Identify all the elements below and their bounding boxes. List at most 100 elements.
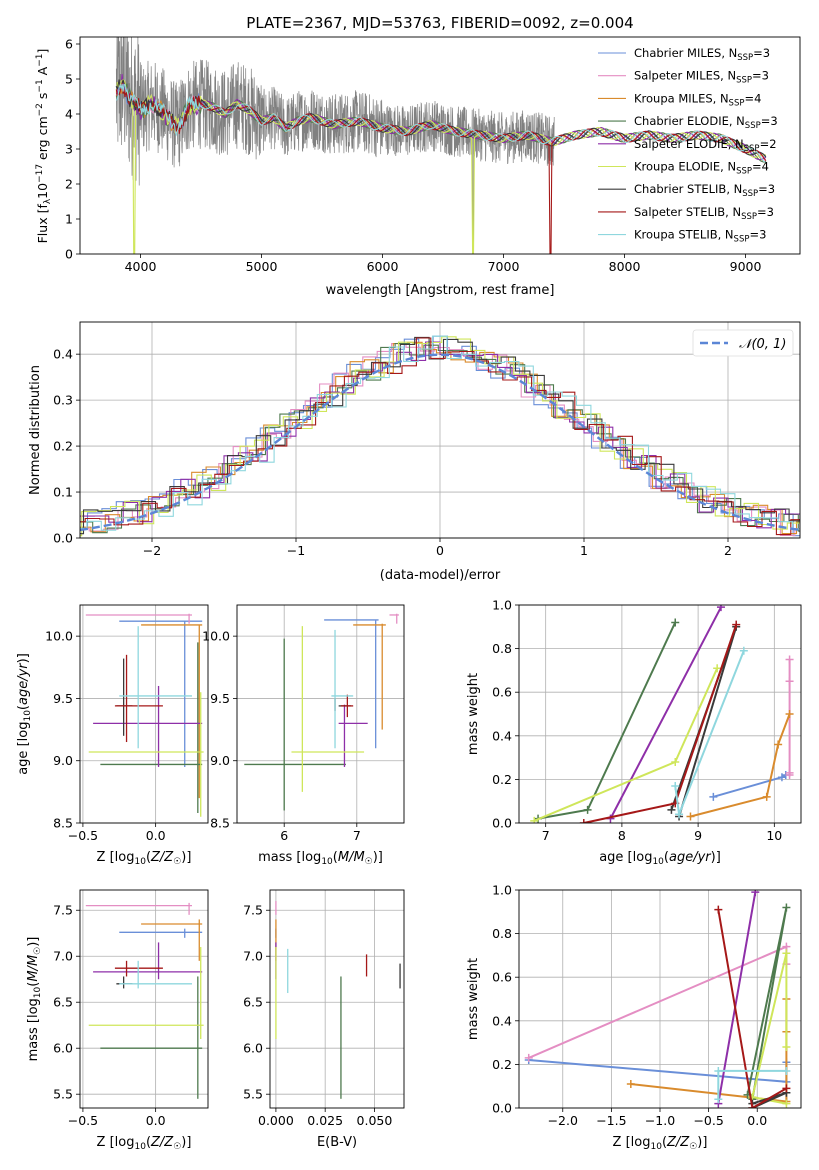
- y-tick-label: 0.4: [492, 1013, 512, 1028]
- marker: [714, 1095, 723, 1104]
- weight-line-5: [609, 606, 722, 820]
- legend-entry: Salpeter MILES, NSSP=3: [634, 69, 769, 86]
- y-tick-label: 0.3: [53, 393, 73, 408]
- histogram-6: [80, 336, 800, 537]
- data-point-8: [340, 694, 354, 718]
- histogram-7: [80, 336, 800, 535]
- marker: [671, 781, 680, 790]
- data-point-6: [291, 626, 365, 792]
- y-tick-label: 0.6: [492, 685, 512, 700]
- data-point-5: [93, 685, 203, 767]
- marker: [714, 1066, 723, 1075]
- marker: [709, 792, 718, 801]
- axes-frame: [79, 36, 801, 255]
- y-tick-label: 0.6: [492, 970, 512, 985]
- x-tick-label: 5000: [246, 259, 278, 274]
- y-tick-label: 1.0: [492, 883, 512, 898]
- data-point-3: [353, 623, 386, 730]
- y-axis-label: mass weight: [466, 673, 481, 755]
- y-tick-label: 10.0: [45, 629, 73, 644]
- marker: [714, 905, 723, 914]
- histogram-plot: [80, 335, 800, 537]
- data-point-5: [93, 942, 203, 980]
- y-tick-label: 5.5: [53, 1087, 73, 1102]
- x-tick-label: 10: [766, 828, 782, 843]
- y-tick-label: 0.8: [492, 926, 512, 941]
- y-tick-label: 6: [65, 37, 73, 52]
- x-axis-label: Z [log10(Z/Z☉)]: [97, 1135, 192, 1152]
- marker: [748, 1104, 757, 1108]
- y-tick-label: 0.8: [492, 641, 512, 656]
- y-axis-label: age [log10(age/yr)]: [16, 653, 33, 775]
- x-tick-label: −1: [287, 543, 305, 558]
- x-tick-label: 7: [353, 828, 361, 843]
- y-tick-label: 9.0: [53, 753, 73, 768]
- x-axis-label: wavelength [Angstrom, rest frame]: [326, 283, 555, 298]
- weight-line-1: [713, 774, 787, 798]
- data-point-2: [85, 613, 192, 624]
- x-tick-label: −0.5: [68, 828, 98, 843]
- y-tick-label: 6.0: [243, 1041, 263, 1056]
- weight-plot: [530, 605, 794, 823]
- data-point-6: [88, 947, 204, 1040]
- data-point-2: [85, 902, 192, 915]
- marker: [671, 757, 680, 766]
- legend-box: [692, 329, 794, 357]
- panel-6: −0.5 0.0 5.5 6.0 6.5 7.0 7.5 Z [log10(Z/Z☉)] mas…: [26, 889, 209, 1152]
- y-tick-label: 6.0: [53, 1041, 73, 1056]
- y-tick-label: 3: [65, 142, 73, 157]
- x-tick-label: −2.0: [548, 1113, 578, 1128]
- chart-title: PLATE=2367, MJD=53763, FIBERID=0092, z=0…: [246, 14, 633, 32]
- y-axis-label: Normed distribution: [28, 365, 43, 495]
- x-tick-label: 8: [618, 828, 626, 843]
- errorbar-plot: [85, 902, 204, 1099]
- y-tick-label: 0.2: [492, 772, 512, 787]
- model-fit-9: [115, 83, 767, 164]
- x-axis-label: (data-model)/error: [380, 568, 501, 583]
- axes-frame: [79, 321, 801, 539]
- x-tick-label: 6000: [367, 259, 399, 274]
- y-tick-label: 0.1: [53, 485, 73, 500]
- y-tick-label: 0.2: [492, 1057, 512, 1072]
- marker: [524, 1053, 533, 1062]
- data-point-9: [119, 960, 192, 989]
- weight-line-3: [690, 713, 791, 818]
- marker: [782, 1066, 791, 1075]
- weight-line-5: [717, 892, 757, 1104]
- x-tick-label: 9000: [730, 259, 762, 274]
- marker: [739, 646, 748, 655]
- model-fit-5: [115, 74, 767, 161]
- data-point-3: [141, 624, 203, 799]
- data-point-7: [116, 658, 133, 736]
- x-tick-label: 0.0: [747, 1113, 767, 1128]
- marker: [732, 620, 741, 629]
- weight-line-2: [528, 945, 788, 1059]
- x-tick-label: −0.5: [68, 1113, 98, 1128]
- panel-8: −2.0 −1.5 −1.0 −0.5 0.0 0.0 0.2 0.4 0.6 0.8 1.0 Z […: [466, 883, 802, 1152]
- model-fit-8: [115, 82, 767, 254]
- data-point-4: [100, 976, 203, 1099]
- x-axis-label: age [log10(age/yr)]: [599, 850, 721, 867]
- marker: [667, 805, 676, 814]
- marker: [785, 710, 794, 718]
- histogram-9: [80, 335, 800, 531]
- histogram-4: [80, 342, 800, 534]
- data-point-1: [119, 928, 203, 938]
- x-tick-label: 8000: [609, 259, 641, 274]
- marker: [762, 792, 771, 801]
- axes-frame: [269, 889, 405, 1109]
- x-tick-label: 7000: [488, 259, 520, 274]
- x-tick-label: −2: [143, 543, 161, 558]
- marker: [579, 819, 588, 823]
- y-tick-label: 1.0: [492, 598, 512, 613]
- normal-curve: [80, 353, 800, 532]
- data-point-6: [88, 692, 204, 817]
- histogram-1: [80, 335, 800, 537]
- data-point-4: [100, 642, 203, 814]
- panel-7: 0.000 0.025 0.050 5.5 6.0 6.5 7.0 7.5 E(B-V): [243, 889, 405, 1150]
- axes-frame: [79, 604, 209, 824]
- data-point-5: [338, 704, 368, 767]
- legend-entry: Kroupa MILES, NSSP=4: [634, 91, 761, 108]
- axes-frame: [79, 889, 209, 1109]
